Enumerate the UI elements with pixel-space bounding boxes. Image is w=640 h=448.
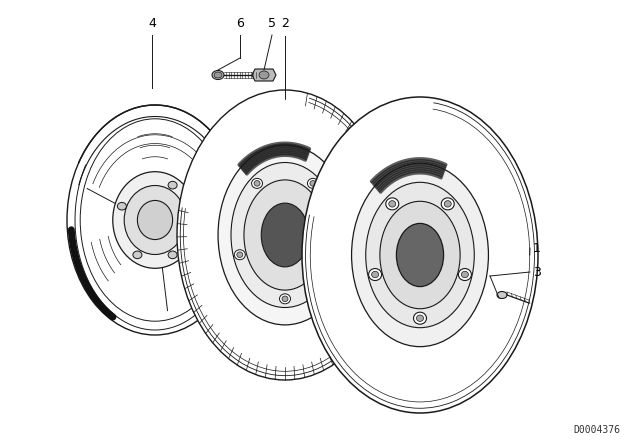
Ellipse shape — [138, 200, 173, 240]
Ellipse shape — [214, 72, 222, 78]
Ellipse shape — [324, 250, 336, 260]
Ellipse shape — [168, 181, 177, 189]
Ellipse shape — [177, 90, 393, 380]
Ellipse shape — [254, 181, 260, 186]
Ellipse shape — [497, 292, 507, 298]
Polygon shape — [252, 69, 276, 81]
Text: 1: 1 — [533, 241, 541, 254]
Ellipse shape — [417, 315, 424, 321]
Text: 4: 4 — [148, 17, 156, 30]
Ellipse shape — [113, 172, 197, 268]
Ellipse shape — [259, 71, 269, 79]
Ellipse shape — [237, 252, 243, 258]
Text: 3: 3 — [533, 266, 541, 279]
Ellipse shape — [380, 201, 460, 309]
Ellipse shape — [124, 185, 186, 254]
Ellipse shape — [67, 105, 243, 335]
Ellipse shape — [252, 178, 262, 189]
Ellipse shape — [117, 202, 127, 210]
Ellipse shape — [133, 251, 142, 258]
Ellipse shape — [168, 251, 177, 258]
Ellipse shape — [218, 145, 352, 325]
Ellipse shape — [369, 268, 381, 280]
Ellipse shape — [327, 252, 333, 258]
Ellipse shape — [388, 201, 396, 207]
Ellipse shape — [234, 250, 245, 260]
Ellipse shape — [458, 268, 472, 280]
Ellipse shape — [444, 201, 451, 207]
Ellipse shape — [184, 202, 193, 210]
Ellipse shape — [396, 224, 444, 287]
Ellipse shape — [261, 203, 308, 267]
Text: 6: 6 — [236, 17, 244, 30]
Ellipse shape — [386, 198, 399, 210]
Ellipse shape — [310, 181, 316, 186]
Ellipse shape — [280, 294, 291, 304]
Text: 2: 2 — [281, 17, 289, 30]
Ellipse shape — [372, 271, 379, 278]
Ellipse shape — [365, 182, 474, 327]
Text: 5: 5 — [268, 17, 276, 30]
Ellipse shape — [351, 164, 488, 347]
Ellipse shape — [441, 198, 454, 210]
Ellipse shape — [302, 97, 538, 413]
Ellipse shape — [461, 271, 468, 278]
Ellipse shape — [307, 178, 319, 189]
Ellipse shape — [231, 163, 339, 307]
Ellipse shape — [244, 180, 326, 290]
Ellipse shape — [282, 296, 288, 302]
Text: D0004376: D0004376 — [573, 425, 620, 435]
Ellipse shape — [212, 70, 224, 79]
Ellipse shape — [413, 312, 426, 324]
